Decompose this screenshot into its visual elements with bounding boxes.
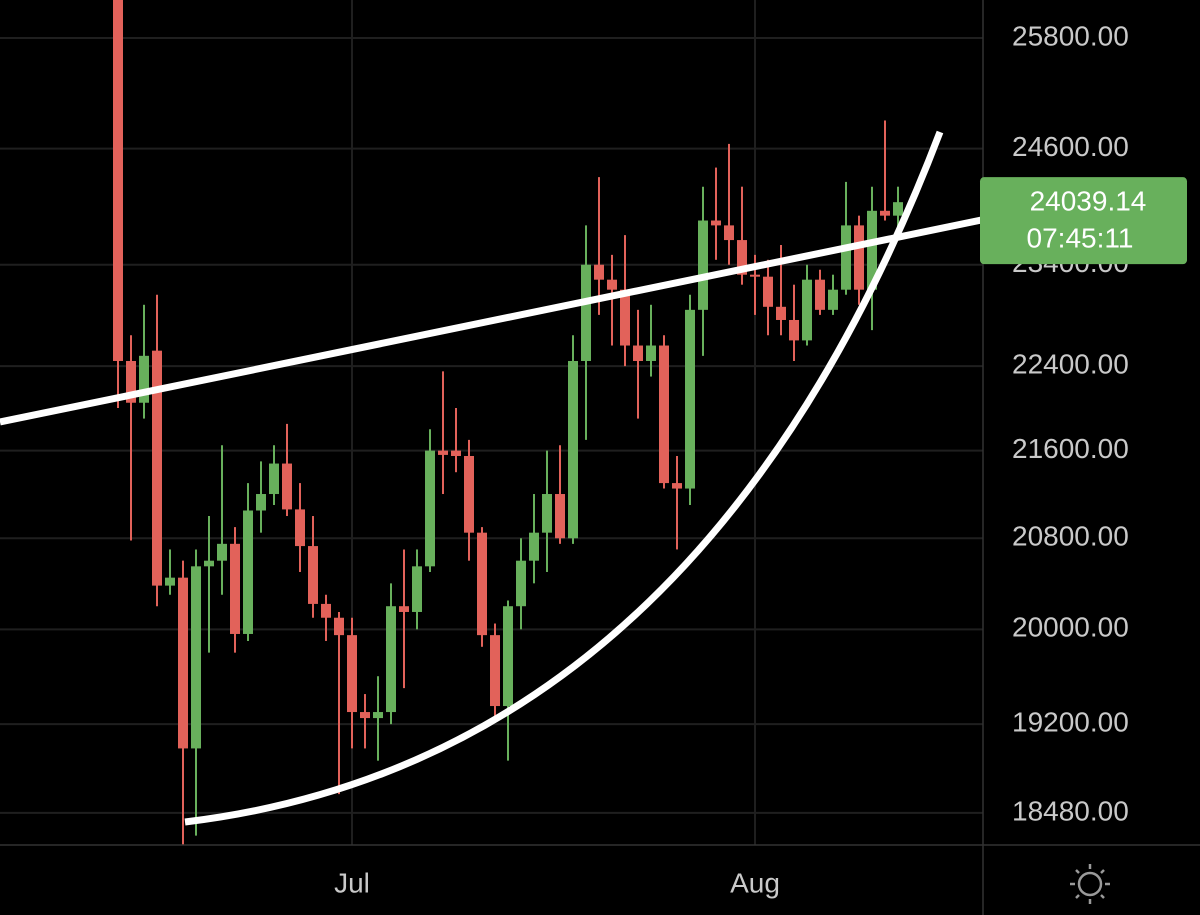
y-tick-label: 22400.00 (1012, 349, 1129, 380)
candle-body (698, 220, 708, 310)
candle-body (425, 450, 435, 567)
price-tag: 24039.14 07:45:11 (980, 177, 1187, 265)
candle-body (139, 355, 149, 403)
candle-body (724, 225, 734, 241)
last-price: 24039.14 (1030, 186, 1147, 217)
y-tick-label: 19200.00 (1012, 707, 1129, 738)
candle-body (737, 240, 747, 275)
candle-body (230, 543, 240, 634)
candle-body (191, 566, 201, 749)
y-tick-label: 20000.00 (1012, 612, 1129, 643)
candle-body (308, 546, 318, 604)
candle-body (893, 202, 903, 216)
x-tick-label: Aug (730, 867, 780, 898)
candle-body (334, 617, 344, 636)
candle-body (880, 210, 890, 216)
candle-body (672, 483, 682, 489)
candle-body (386, 606, 396, 713)
candle-body (126, 360, 136, 403)
candle-body (295, 509, 305, 547)
candles (113, 0, 903, 845)
y-tick-label: 21600.00 (1012, 433, 1129, 464)
candle-body (867, 210, 877, 290)
y-tick-label: 25800.00 (1012, 20, 1129, 51)
settings-icon[interactable] (1070, 864, 1110, 904)
candle-body (503, 606, 513, 707)
resistance-line (0, 216, 983, 426)
candle-body (490, 635, 500, 707)
candle-body (217, 543, 227, 561)
candle-body (256, 494, 266, 511)
candle-body (282, 463, 292, 510)
candle-body (646, 345, 656, 361)
candle-body (789, 319, 799, 341)
candle-body (204, 560, 214, 567)
candle-body (763, 276, 773, 307)
candle-body (581, 264, 591, 361)
y-tick-label: 18480.00 (1012, 795, 1129, 826)
price-tag-box (980, 177, 1187, 265)
candle-body (269, 463, 279, 495)
candle-body (165, 577, 175, 586)
candle-body (542, 494, 552, 533)
candle-body (750, 274, 760, 277)
candle-body (620, 289, 630, 346)
candle-body (516, 560, 526, 607)
candle-body (399, 606, 409, 612)
candle-body (360, 712, 370, 719)
candle-body (529, 532, 539, 561)
candle-body (828, 289, 838, 310)
candle-body (607, 279, 617, 290)
candle-body (815, 279, 825, 310)
candle-body (178, 577, 188, 749)
candle-body (555, 494, 565, 539)
candle-body (113, 0, 123, 361)
candle-body (659, 345, 669, 484)
candle-body (802, 279, 812, 341)
drawings (0, 130, 983, 826)
candle-body (685, 309, 695, 489)
candle-body (711, 220, 721, 226)
candle-body (243, 510, 253, 634)
candle-body (373, 712, 383, 719)
candle-body (841, 225, 851, 290)
candle-body (412, 566, 422, 612)
candle-body (438, 450, 448, 455)
candle-body (568, 360, 578, 539)
candle-body (347, 635, 357, 713)
y-tick-label: 24600.00 (1012, 131, 1129, 162)
countdown: 07:45:11 (1027, 223, 1134, 254)
x-tick-label: Jul (334, 867, 370, 898)
candle-body (776, 306, 786, 320)
candle-body (633, 345, 643, 361)
candle-body (477, 532, 487, 636)
support-curve (184, 130, 944, 826)
candle-body (594, 264, 604, 280)
candle-body (854, 225, 864, 290)
candle-body (451, 450, 461, 456)
candle-body (152, 350, 162, 586)
candle-body (321, 603, 331, 618)
candle-body (464, 455, 474, 533)
y-tick-label: 20800.00 (1012, 521, 1129, 552)
